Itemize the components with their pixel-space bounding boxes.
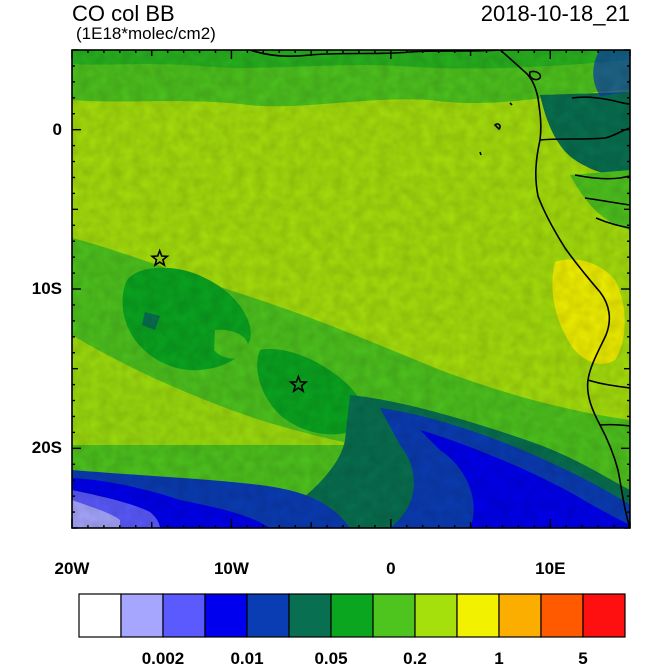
y-tick-label: 10S — [31, 279, 62, 298]
units-label: (1E18*molec/cm2) — [76, 24, 216, 43]
colorbar-box — [582, 593, 626, 638]
field-texture — [72, 50, 630, 528]
co-field — [72, 50, 630, 528]
colorbar-label: 1 — [494, 649, 504, 668]
coastline — [249, 50, 630, 528]
colorbar-box — [330, 593, 374, 638]
plot-title: CO col BB — [72, 1, 175, 26]
marker-layer — [149, 248, 309, 393]
colorbar-box — [204, 593, 248, 638]
colorbar-box — [78, 593, 122, 638]
x-tick-label: 10E — [535, 559, 566, 578]
colorbar-box — [120, 593, 164, 638]
colorbar-box — [456, 593, 500, 638]
colorbar-label: 5 — [578, 649, 588, 668]
colorbar-box — [162, 593, 206, 638]
colorbar-box — [288, 593, 332, 638]
datetime-label: 2018-10-18_21 — [480, 1, 630, 26]
x-tick-label: 20W — [54, 559, 90, 578]
axis-ticks — [71, 49, 631, 529]
star-marker — [149, 248, 170, 268]
colorbar-label: 0.002 — [141, 649, 185, 668]
colorbar-label: 0.2 — [403, 649, 427, 668]
x-tick-label: 0 — [386, 559, 396, 578]
colorbar-label: 0.05 — [314, 649, 348, 668]
colorbar-box — [414, 593, 458, 638]
colorbar-box — [372, 593, 416, 638]
y-tick-label: 20S — [31, 438, 62, 458]
y-tick-label: 0 — [52, 119, 62, 139]
colorbar — [78, 593, 626, 638]
star-marker — [288, 374, 309, 393]
colorbar-label: 0.01 — [230, 649, 264, 668]
colorbar-box — [498, 593, 542, 638]
colorbar-box — [540, 593, 584, 638]
colorbar-box — [246, 593, 290, 638]
x-tick-label: 10W — [213, 559, 249, 578]
